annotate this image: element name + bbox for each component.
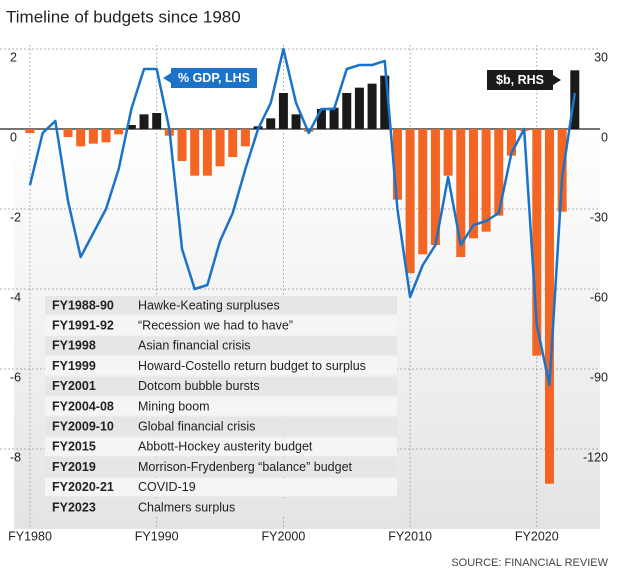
bar — [266, 118, 276, 129]
bar — [228, 129, 238, 157]
bar — [177, 129, 187, 161]
bar — [506, 129, 516, 156]
legend-pointer — [553, 75, 561, 85]
x-tick-label: FY2000 — [262, 529, 306, 543]
annotation-period: FY1988-90 — [52, 298, 114, 312]
annotation-text: Asian financial crisis — [138, 339, 251, 353]
annotation-text: Dotcom bubble bursts — [138, 379, 260, 393]
bar — [240, 129, 250, 147]
annotation-row — [45, 417, 397, 436]
annotation-row — [45, 477, 397, 497]
bar — [215, 129, 225, 167]
bar — [532, 129, 542, 356]
annotation-period: FY2009-10 — [52, 419, 114, 433]
legend-pointer — [163, 73, 171, 83]
annotation-period: FY2023 — [52, 500, 96, 514]
bar — [316, 109, 326, 129]
annotation-period: FY2019 — [52, 460, 96, 474]
annotation-period: FY2020-21 — [52, 480, 114, 494]
bar — [291, 114, 301, 129]
annotation-text: “Recession we had to have” — [138, 318, 293, 332]
y2-tick-label: 0 — [601, 130, 608, 144]
annotation-row — [45, 316, 397, 335]
x-tick-label: FY2020 — [515, 529, 559, 543]
bar — [443, 129, 453, 176]
bar — [76, 129, 86, 147]
annotation-row — [45, 296, 397, 315]
bar — [392, 129, 402, 200]
y-tick-label: -4 — [10, 290, 21, 304]
y-tick-label: 0 — [10, 130, 17, 144]
annotation-text: Morrison-Frydenberg “balance” budget — [138, 460, 353, 474]
bar — [544, 129, 554, 484]
bar — [202, 129, 212, 176]
bar — [88, 129, 98, 144]
bar — [494, 129, 504, 216]
annotation-row — [45, 376, 397, 396]
annotation-text: Chalmers surplus — [138, 500, 235, 514]
bar — [63, 129, 73, 137]
bar — [354, 87, 364, 129]
y-tick-label: -8 — [10, 450, 21, 464]
bar — [139, 114, 149, 129]
annotation-text: Howard-Costello return budget to surplus — [138, 359, 366, 373]
bar — [418, 129, 428, 255]
bar — [114, 129, 124, 135]
bar — [25, 129, 35, 133]
bar — [456, 129, 466, 257]
annotation-period: FY1991-92 — [52, 318, 114, 332]
bar — [367, 83, 377, 129]
annotation-row — [45, 356, 397, 376]
annotation-text: COVID-19 — [138, 480, 196, 494]
bar — [126, 125, 136, 129]
source: SOURCE: FINANCIAL REVIEW — [451, 557, 608, 569]
y2-tick-label: 30 — [594, 50, 608, 64]
y2-tick-label: -90 — [590, 370, 608, 384]
bar — [101, 129, 111, 143]
y-tick-label: 2 — [10, 50, 17, 64]
bar — [468, 129, 478, 239]
annotation-text: Hawke-Keating surpluses — [138, 298, 280, 312]
annotation-period: FY2001 — [52, 379, 96, 393]
bar — [278, 93, 288, 129]
legend-box — [171, 68, 257, 88]
annotation-period: FY1998 — [52, 339, 96, 353]
bar — [190, 129, 200, 176]
y-tick-label: -2 — [10, 210, 21, 224]
bar — [481, 129, 491, 232]
bar — [430, 129, 440, 245]
annotation-row — [45, 336, 397, 355]
annotation-period: FY2015 — [52, 440, 96, 454]
chart-title: Timeline of budgets since 1980 — [6, 7, 241, 26]
annotation-text: Abbott-Hockey austerity budget — [138, 440, 313, 454]
bar — [380, 75, 390, 129]
annotation-text: Global financial crisis — [138, 419, 255, 433]
y-tick-label: -6 — [10, 370, 21, 384]
legend-label: % GDP, LHS — [178, 71, 250, 85]
x-tick-label: FY1980 — [8, 529, 52, 543]
legend-label: $b, RHS — [496, 73, 544, 87]
line — [28, 47, 577, 387]
annotation-row — [45, 397, 397, 416]
annotation-row — [45, 437, 397, 456]
annotation-period: FY1999 — [52, 359, 96, 373]
y2-tick-label: -30 — [590, 210, 608, 224]
annotation-row — [45, 498, 397, 517]
y2-tick-label: -60 — [590, 290, 608, 304]
bar — [342, 93, 352, 129]
bar — [152, 113, 162, 129]
x-tick-label: FY1990 — [135, 529, 179, 543]
legend-box — [487, 70, 553, 90]
annotation-row — [45, 457, 397, 477]
annotation-period: FY2004-08 — [52, 399, 114, 413]
annotation-text: Mining boom — [138, 399, 210, 413]
bar — [329, 107, 339, 129]
x-tick-label: FY2010 — [388, 529, 432, 543]
bar — [405, 129, 415, 273]
y2-tick-label: -120 — [583, 450, 608, 464]
